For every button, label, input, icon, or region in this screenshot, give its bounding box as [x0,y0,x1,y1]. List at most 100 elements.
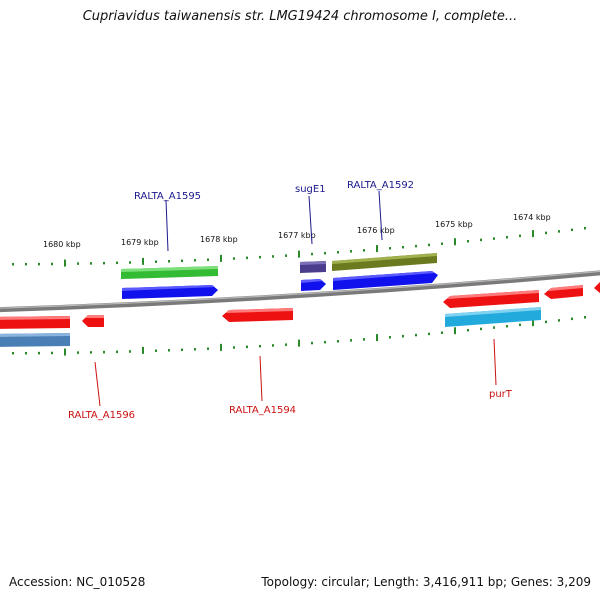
minor-tick [77,262,79,265]
label-ralta-a1596[interactable]: RALTA_A1596 [68,410,135,421]
map-title: Cupriavidus taiwanensis str. LMG19424 ch… [82,9,518,24]
minor-tick [272,344,274,347]
minor-tick [337,251,339,254]
major-tick [298,250,300,258]
tick-label-1676: 1676 kbp [357,226,395,235]
minor-tick [363,249,365,252]
minor-tick [12,351,14,355]
minor-tick [194,348,196,351]
minor-tick [337,340,339,343]
minor-tick [90,262,92,265]
gene-reverse-red-1[interactable] [0,316,70,329]
minor-tick [519,234,521,238]
minor-tick [441,242,443,245]
minor-tick [584,226,586,230]
minor-tick [116,350,118,354]
tick-label-1679: 1679 kbp [121,238,159,247]
label-ralta-a1594[interactable]: RALTA_A1594 [229,405,296,416]
leader-lines [94,190,497,407]
major-tick [454,327,456,335]
minor-tick [181,348,183,352]
minor-tick [467,328,469,332]
minor-tick [324,340,326,344]
minor-tick [480,327,482,331]
gene-purt-neighbor[interactable] [443,290,539,308]
minor-tick [415,244,417,248]
tick-label-1678: 1678 kbp [200,235,238,244]
minor-tick [129,261,131,264]
minor-tick [272,255,274,258]
minor-tick [311,252,313,256]
minor-tick [506,235,508,239]
tick-label-1680: 1680 kbp [43,240,81,249]
minor-tick [285,343,287,346]
minor-tick [155,349,157,352]
gene-forward-blue-1[interactable] [122,285,218,299]
minor-tick [480,238,482,242]
chromosome-backbone [0,270,600,313]
gene-reverse-red-2[interactable] [82,315,104,327]
minor-tick [506,324,508,328]
minor-tick [324,251,326,255]
minor-tick [103,350,105,354]
label-ralta-a1592[interactable]: RALTA_A1592 [347,180,414,191]
gene-ralta-a1595[interactable] [121,266,218,279]
minor-tick [129,350,131,353]
major-tick [376,245,378,253]
minor-tick [246,345,248,349]
minor-tick [103,261,105,265]
gene-purt[interactable] [445,307,541,327]
gene-reverse-steel[interactable] [0,333,70,347]
gene-ralta-a1594[interactable] [222,308,293,322]
tick-label-1674: 1674 kbp [513,213,551,222]
major-tick [64,348,66,356]
minor-tick [12,262,14,266]
minor-tick [428,332,430,336]
major-tick [532,319,534,327]
minor-tick [233,257,235,260]
minor-tick [428,243,430,247]
minor-tick [402,245,404,249]
minor-tick [38,351,40,355]
minor-tick [168,260,170,263]
label-purt[interactable]: purT [489,389,513,400]
major-tick [532,230,534,238]
minor-tick [389,247,391,250]
label-ralta-a1595[interactable]: RALTA_A1595 [134,191,201,202]
minor-tick [25,351,27,355]
minor-tick [25,262,27,266]
minor-tick [168,349,170,352]
minor-tick [545,320,547,324]
minor-tick [207,258,209,261]
label-suge1[interactable]: sugE1 [295,184,326,195]
major-tick [376,334,378,342]
gene-forward-blue-3[interactable] [333,271,438,290]
minor-tick [571,317,573,321]
major-tick [298,339,300,347]
minor-tick [259,255,261,259]
minor-tick [90,351,92,354]
minor-tick [493,237,495,240]
minor-tick [389,336,391,339]
gene-suge1[interactable] [300,261,326,273]
lower-tick-row [12,315,586,356]
minor-tick [493,326,495,329]
summary-text: Topology: circular; Length: 3,416,911 bp… [261,575,591,589]
gene-reverse-red-3[interactable] [544,285,583,299]
minor-tick [181,259,183,263]
major-tick [220,343,222,351]
major-tick [454,238,456,246]
minor-tick [51,351,53,355]
minor-tick [584,315,586,319]
minor-tick [402,334,404,338]
gene-reverse-red-4[interactable] [594,280,600,294]
minor-tick [285,254,287,257]
gene-forward-blue-2[interactable] [301,279,326,291]
minor-tick [259,344,261,348]
minor-tick [246,256,248,260]
accession-text: Accession: NC_010528 [9,575,146,589]
gene-ralta-a1592[interactable] [332,253,437,271]
minor-tick [77,351,79,354]
minor-tick [545,231,547,235]
major-tick [142,257,144,265]
